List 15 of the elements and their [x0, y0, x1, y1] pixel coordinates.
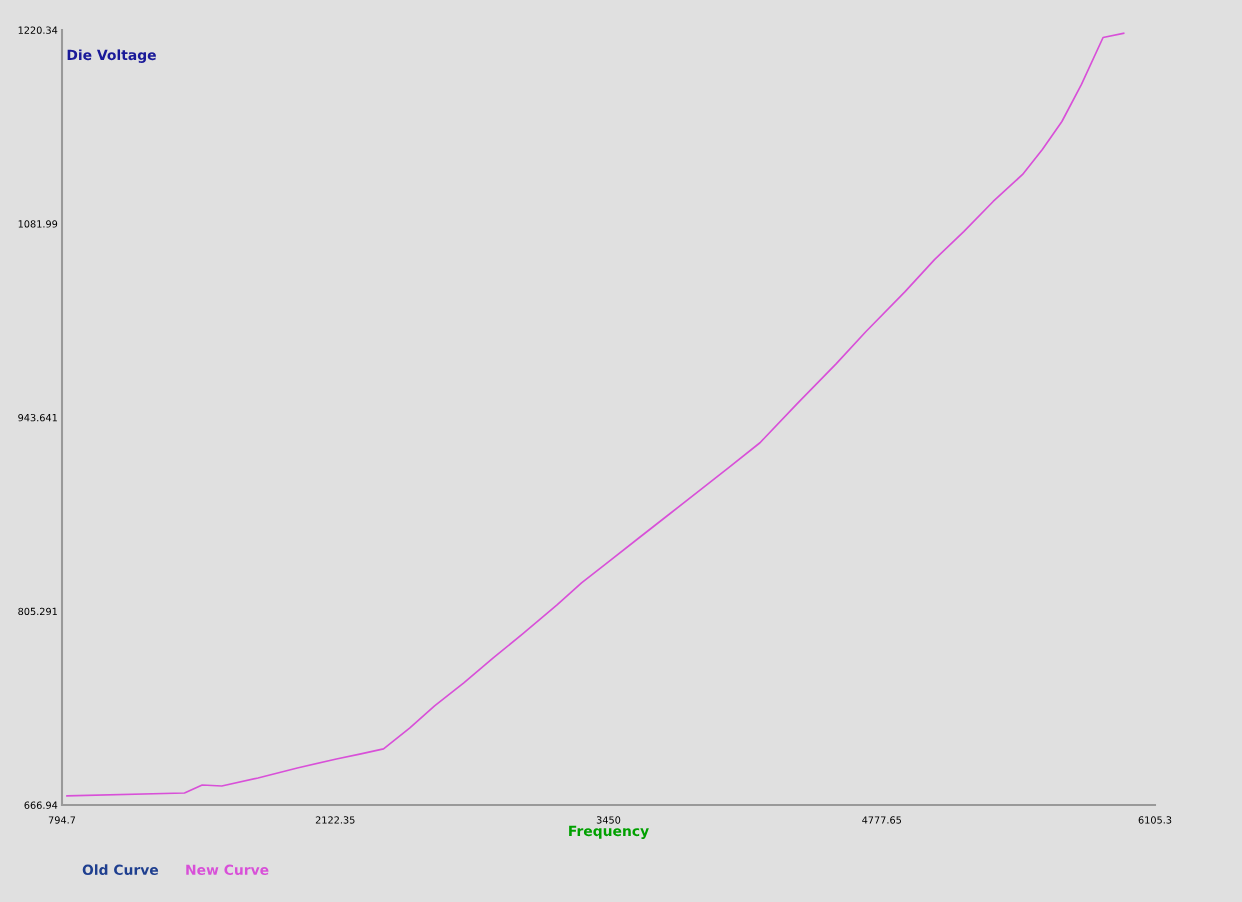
y-tick-label: 666.94: [24, 801, 58, 809]
y-tick-label: 1220.34: [18, 26, 58, 34]
line-series: [66, 32, 1125, 797]
x-tick-label: 3450: [596, 816, 621, 824]
x-axis-title: Frequency: [569, 825, 649, 839]
legend-label: Old Curve: [82, 864, 159, 876]
y-tick-label: 805.291: [18, 607, 57, 616]
y-axis-title: Die Voltage: [67, 49, 156, 63]
x-tick-label: 2122.35: [315, 816, 355, 824]
text: New Curve: [186, 864, 269, 876]
x-tick-label: 6105.3: [1138, 816, 1172, 824]
x-tick-label: 4777.65: [862, 816, 901, 824]
y-tick-label: 943.641: [18, 413, 57, 422]
x-tick-label: 794.7: [48, 816, 76, 824]
y-tick-label: 1081.99: [18, 220, 58, 228]
